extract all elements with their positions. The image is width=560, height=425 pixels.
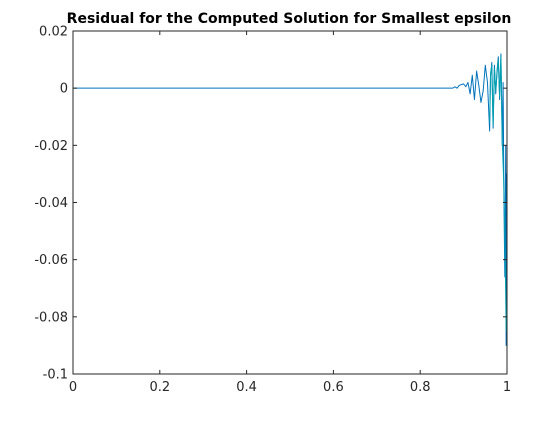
y-tick-label: 0: [60, 82, 68, 97]
x-tick-label: 0.6: [323, 380, 344, 395]
y-tick-label: -0.02: [34, 139, 68, 154]
x-tick-label: 0.8: [410, 380, 431, 395]
axes: 0 0.2 0.4 0.6 0.8 1 0.02 0 -0.02 -0.04 -0.06 -0.08 -…: [34, 25, 511, 396]
x-tick-label: 0.2: [149, 380, 170, 395]
y-tick-label: -0.04: [34, 196, 68, 211]
plot-background: [73, 31, 507, 374]
x-tick-label: 0: [69, 380, 77, 395]
chart-title: Residual for the Computed Solution for S…: [67, 11, 512, 27]
series-line-2: [489, 56, 508, 332]
x-tick-label: 1: [503, 380, 511, 395]
y-tick-label: 0.02: [39, 25, 68, 40]
y-tick-label: -0.08: [34, 310, 68, 325]
plot-area: [73, 31, 507, 374]
series-group: [73, 53, 508, 346]
y-tick-label: -0.1: [43, 368, 68, 383]
x-tick-label: 0.4: [236, 380, 257, 395]
y-tick-label: -0.06: [34, 253, 68, 268]
series-line-1: [73, 53, 508, 346]
